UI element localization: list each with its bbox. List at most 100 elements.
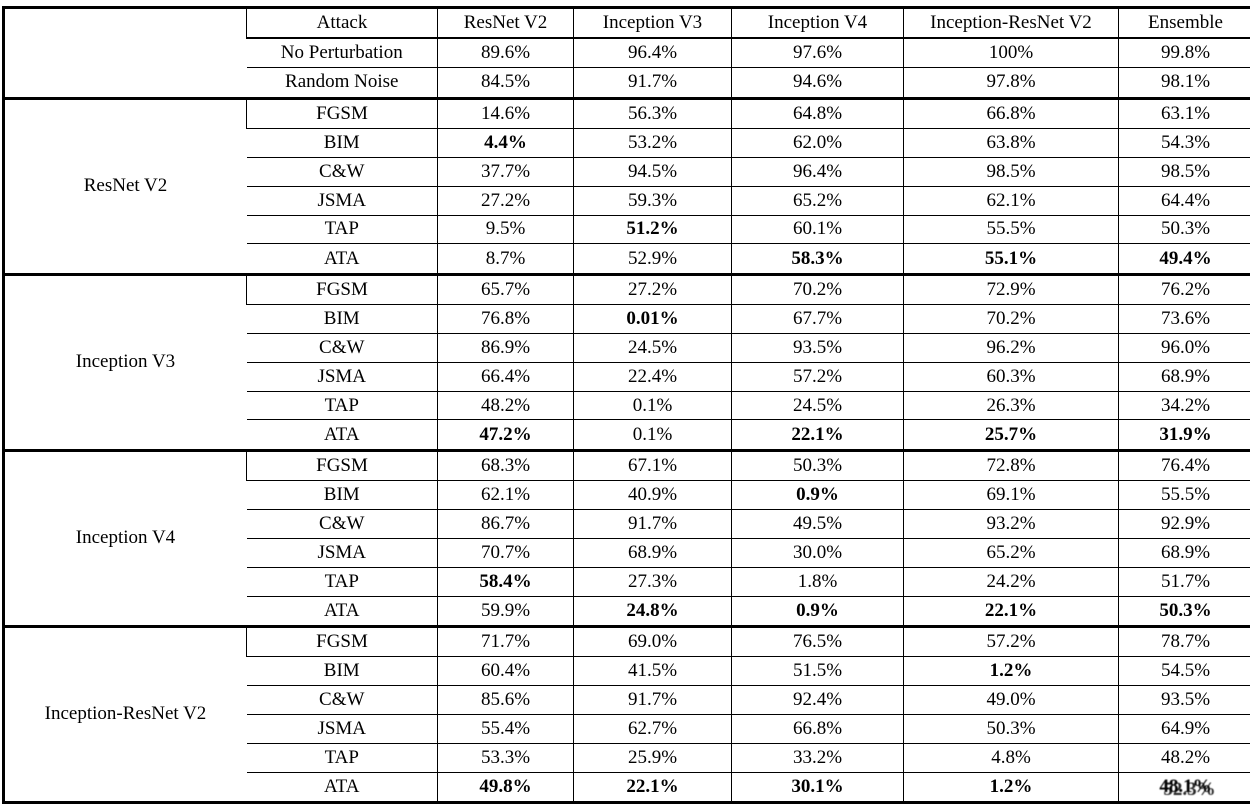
table-cell: 1.2% bbox=[903, 771, 1119, 803]
table-cell: 65.2% bbox=[903, 537, 1119, 568]
table-cell: 56.3% bbox=[573, 96, 732, 129]
table-row: TAP 53.3% 25.9% 33.2% 4.8% 48.2% bbox=[4, 742, 1250, 773]
table-cell: 67.1% bbox=[573, 448, 732, 481]
table-cell: 66.4% bbox=[437, 361, 574, 392]
table-cell: 4.8% bbox=[903, 742, 1119, 773]
attack-label: JSMA bbox=[246, 361, 438, 392]
table-cell: 94.6% bbox=[731, 67, 904, 99]
table-cell: 76.5% bbox=[731, 624, 904, 657]
table-cell: 9.5% bbox=[437, 214, 574, 244]
baseline-label: No Perturbation bbox=[246, 37, 438, 68]
table-cell: 68.9% bbox=[1118, 361, 1250, 392]
table-cell: 0.9% bbox=[731, 595, 904, 627]
table-cell: 0.1% bbox=[573, 390, 732, 420]
attack-label: JSMA bbox=[246, 537, 438, 568]
group-label-inception-v3: Inception V3 bbox=[3, 272, 247, 451]
table-row: JSMA 55.4% 62.7% 66.8% 50.3% 64.9% bbox=[4, 713, 1250, 744]
table-cell: 27.3% bbox=[573, 566, 732, 597]
table-cell: 51.7% bbox=[1118, 566, 1250, 597]
attack-label: FGSM bbox=[246, 624, 438, 657]
table-cell: 57.2% bbox=[903, 624, 1119, 657]
table-cell: 62.1% bbox=[437, 479, 574, 510]
table-cell: 72.9% bbox=[903, 272, 1119, 305]
attack-label: C&W bbox=[246, 156, 438, 187]
table-cell: 70.7% bbox=[437, 537, 574, 568]
group-label-inception-v4: Inception V4 bbox=[3, 448, 247, 627]
attack-label: JSMA bbox=[246, 185, 438, 215]
table-cell: 64.4% bbox=[1118, 185, 1250, 215]
garbled-cell: 48.1% 52.3% bbox=[1118, 771, 1250, 803]
baseline-label: Random Noise bbox=[246, 67, 438, 99]
table-cell: 22.1% bbox=[573, 771, 732, 803]
table-cell: 60.1% bbox=[731, 214, 904, 244]
table-cell: 92.4% bbox=[731, 684, 904, 715]
table-cell: 59.3% bbox=[573, 185, 732, 215]
header-model-inception-resnet-v2: Inception-ResNet V2 bbox=[903, 7, 1119, 39]
table-cell: 68.9% bbox=[573, 537, 732, 568]
table-cell: 1.8% bbox=[731, 566, 904, 597]
table-cell: 50.3% bbox=[903, 713, 1119, 744]
table-cell: 84.5% bbox=[437, 67, 574, 99]
attack-label: TAP bbox=[246, 566, 438, 597]
table-cell: 25.9% bbox=[573, 742, 732, 773]
table-cell: 53.3% bbox=[437, 742, 574, 773]
table-cell: 4.4% bbox=[437, 127, 574, 158]
header-attack: Attack bbox=[246, 7, 438, 39]
table-cell: 91.7% bbox=[573, 684, 732, 715]
table-cell: 91.7% bbox=[573, 508, 732, 539]
attack-label: BIM bbox=[246, 303, 438, 334]
table-cell: 34.2% bbox=[1118, 390, 1250, 420]
table-row: BIM 60.4% 41.5% 51.5% 1.2% 54.5% bbox=[4, 655, 1250, 686]
table-cell: 48.2% bbox=[1118, 742, 1250, 773]
table-row: BIM 76.8% 0.01% 67.7% 70.2% 73.6% bbox=[4, 303, 1250, 334]
table-cell: 63.8% bbox=[903, 127, 1119, 158]
table-cell: 93.2% bbox=[903, 508, 1119, 539]
table-cell: 48.2% bbox=[437, 390, 574, 420]
table-cell: 76.4% bbox=[1118, 448, 1250, 481]
table-cell: 50.3% bbox=[731, 448, 904, 481]
table-cell: 64.9% bbox=[1118, 713, 1250, 744]
table-cell: 59.9% bbox=[437, 595, 574, 627]
table-row: ATA 47.2% 0.1% 22.1% 25.7% 31.9% bbox=[4, 419, 1250, 451]
table-cell: 22.1% bbox=[903, 595, 1119, 627]
table-cell: 69.1% bbox=[903, 479, 1119, 510]
header-model-inception-v4: Inception V4 bbox=[731, 7, 904, 39]
header-model-inception-v3: Inception V3 bbox=[573, 7, 732, 39]
table-row: C&W 86.9% 24.5% 93.5% 96.2% 96.0% bbox=[4, 332, 1250, 363]
table-cell: 69.0% bbox=[573, 624, 732, 657]
table-row: C&W 85.6% 91.7% 92.4% 49.0% 93.5% bbox=[4, 684, 1250, 715]
table-cell: 97.6% bbox=[731, 37, 904, 68]
attack-label: C&W bbox=[246, 332, 438, 363]
table-cell: 96.4% bbox=[573, 37, 732, 68]
table-cell: 65.7% bbox=[437, 272, 574, 305]
table-cell: 53.2% bbox=[573, 127, 732, 158]
table-cell: 58.3% bbox=[731, 243, 904, 275]
table-cell: 99.8% bbox=[1118, 37, 1250, 68]
table-row: Inception V4 FGSM 68.3% 67.1% 50.3% 72.8… bbox=[3, 448, 1250, 627]
table-cell: 8.7% bbox=[437, 243, 574, 275]
table-cell: 67.7% bbox=[731, 303, 904, 334]
table-cell: 51.2% bbox=[573, 214, 732, 244]
table-row: JSMA 66.4% 22.4% 57.2% 60.3% 68.9% bbox=[4, 361, 1250, 392]
table-cell: 73.6% bbox=[1118, 303, 1250, 334]
table-cell: 0.1% bbox=[573, 419, 732, 451]
table-cell: 78.7% bbox=[1118, 624, 1250, 657]
table-cell: 51.5% bbox=[731, 655, 904, 686]
attack-label: FGSM bbox=[246, 96, 438, 129]
table-cell: 98.5% bbox=[1118, 156, 1250, 187]
table-cell: 62.7% bbox=[573, 713, 732, 744]
table-cell: 33.2% bbox=[731, 742, 904, 773]
table-cell: 54.5% bbox=[1118, 655, 1250, 686]
attack-label: C&W bbox=[246, 508, 438, 539]
table-cell: 96.0% bbox=[1118, 332, 1250, 363]
header-row: Attack ResNet V2 Inception V3 Inception … bbox=[3, 7, 1250, 99]
table-cell: 85.6% bbox=[437, 684, 574, 715]
table-row: TAP 9.5% 51.2% 60.1% 55.5% 50.3% bbox=[4, 214, 1250, 244]
table-cell: 37.7% bbox=[437, 156, 574, 187]
table-cell: 25.7% bbox=[903, 419, 1119, 451]
group-label-inception-resnet-v2: Inception-ResNet V2 bbox=[3, 624, 247, 803]
attack-label: ATA bbox=[246, 419, 438, 451]
table-cell: 64.8% bbox=[731, 96, 904, 129]
attack-label: JSMA bbox=[246, 713, 438, 744]
table-cell: 92.9% bbox=[1118, 508, 1250, 539]
